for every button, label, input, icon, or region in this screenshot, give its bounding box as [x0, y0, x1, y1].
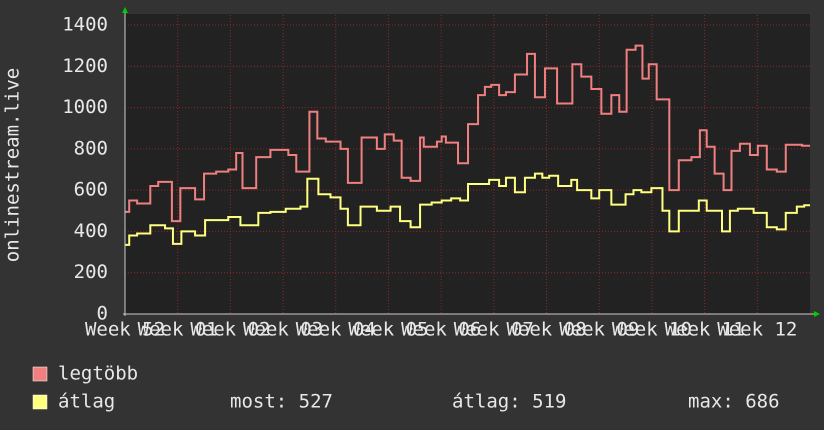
lines: [125, 44, 810, 246]
x-tick-label: Week 09: [559, 319, 639, 341]
x-tick-label: Week 11: [665, 319, 745, 341]
y-tick-label: 1000: [62, 96, 108, 118]
y-tick-label: 0: [97, 303, 108, 325]
x-tick-label: Week 01: [138, 319, 218, 341]
x-tick-label: Week 10: [612, 319, 692, 341]
y-tick-label: 1400: [62, 14, 108, 36]
x-tick-label: Week 03: [243, 319, 323, 341]
x-tick-label: Week 12: [717, 319, 797, 341]
x-tick-label: Week 06: [401, 319, 481, 341]
y-tick-label: 400: [74, 220, 108, 242]
axis-arrow: [122, 7, 128, 13]
legend-swatch: [32, 366, 48, 382]
x-tick-label: Week 02: [190, 319, 270, 341]
y-tick-label: 200: [74, 261, 108, 283]
y-tick-label: 1200: [62, 55, 108, 77]
y-axis-label: onlinestream.live: [2, 68, 24, 262]
x-tick-label: Week 07: [454, 319, 534, 341]
axis-arrow: [814, 311, 820, 317]
series-line: [125, 44, 810, 223]
legend-label: átlag: [58, 391, 115, 413]
legend-swatch: [32, 394, 48, 410]
x-tick-label: Week 04: [296, 319, 376, 341]
legend-label: legtöbb: [58, 363, 138, 385]
legend-stat: átlag: 519: [452, 391, 566, 413]
x-tick-label: Week 08: [506, 319, 586, 341]
y-tick-label: 800: [74, 137, 108, 159]
grid: [124, 15, 810, 315]
series-line: [125, 172, 810, 246]
x-tick-label: Week 05: [348, 319, 428, 341]
y-tick-label: 600: [74, 179, 108, 201]
legend: legtöbb átlag most: 527 átlag: 519 max: 686: [32, 363, 780, 413]
legend-stat: max: 686: [688, 391, 780, 413]
x-tick-label: Week 52: [85, 319, 165, 341]
legend-stat: most: 527: [230, 391, 333, 413]
